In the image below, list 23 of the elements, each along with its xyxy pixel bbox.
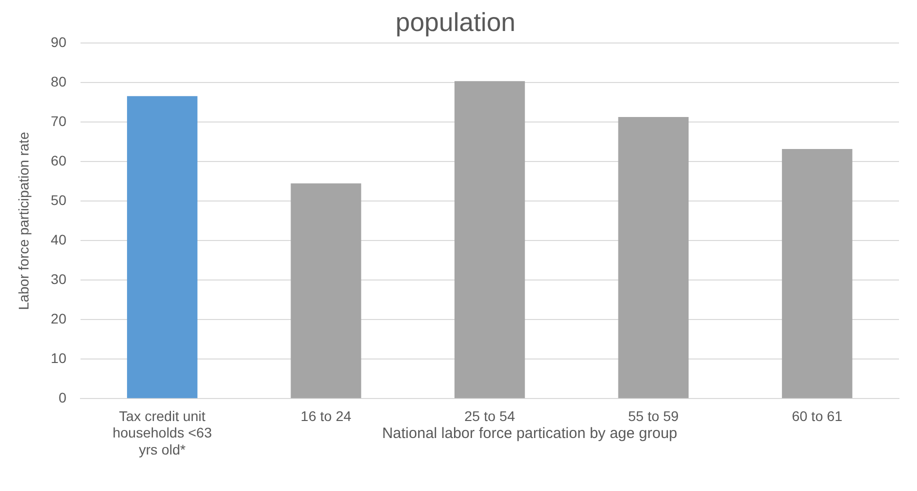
y-tick-label: 10 bbox=[50, 350, 67, 366]
y-tick-label: 30 bbox=[50, 270, 67, 287]
y-tick-label: 20 bbox=[50, 310, 67, 326]
y-tick-label: 70 bbox=[50, 113, 67, 130]
x-tick-label: 60 to 61 bbox=[792, 408, 843, 424]
x-tick-label: 16 to 24 bbox=[300, 408, 352, 424]
x-tick-label: 25 to 54 bbox=[464, 408, 516, 424]
y-tick-label: 50 bbox=[50, 192, 67, 208]
y-axis-title: Labor force participation rate bbox=[15, 132, 32, 310]
bar bbox=[127, 96, 198, 398]
y-tick-label: 80 bbox=[50, 74, 67, 90]
y-tick-label: 90 bbox=[50, 34, 67, 50]
y-tick-label: 40 bbox=[50, 232, 67, 248]
y-tick-label: 0 bbox=[58, 389, 67, 406]
x-axis-title: National labor force partication by age group bbox=[382, 424, 678, 442]
bar bbox=[782, 149, 852, 398]
bar bbox=[290, 183, 362, 398]
chart-title: population bbox=[396, 6, 516, 37]
x-tick-label: Tax credit unit households <63 yrs old* bbox=[112, 408, 212, 458]
y-tick-label: 60 bbox=[50, 152, 67, 169]
bar bbox=[454, 81, 525, 398]
bar bbox=[618, 117, 689, 398]
x-tick-label: 55 to 59 bbox=[628, 408, 679, 424]
